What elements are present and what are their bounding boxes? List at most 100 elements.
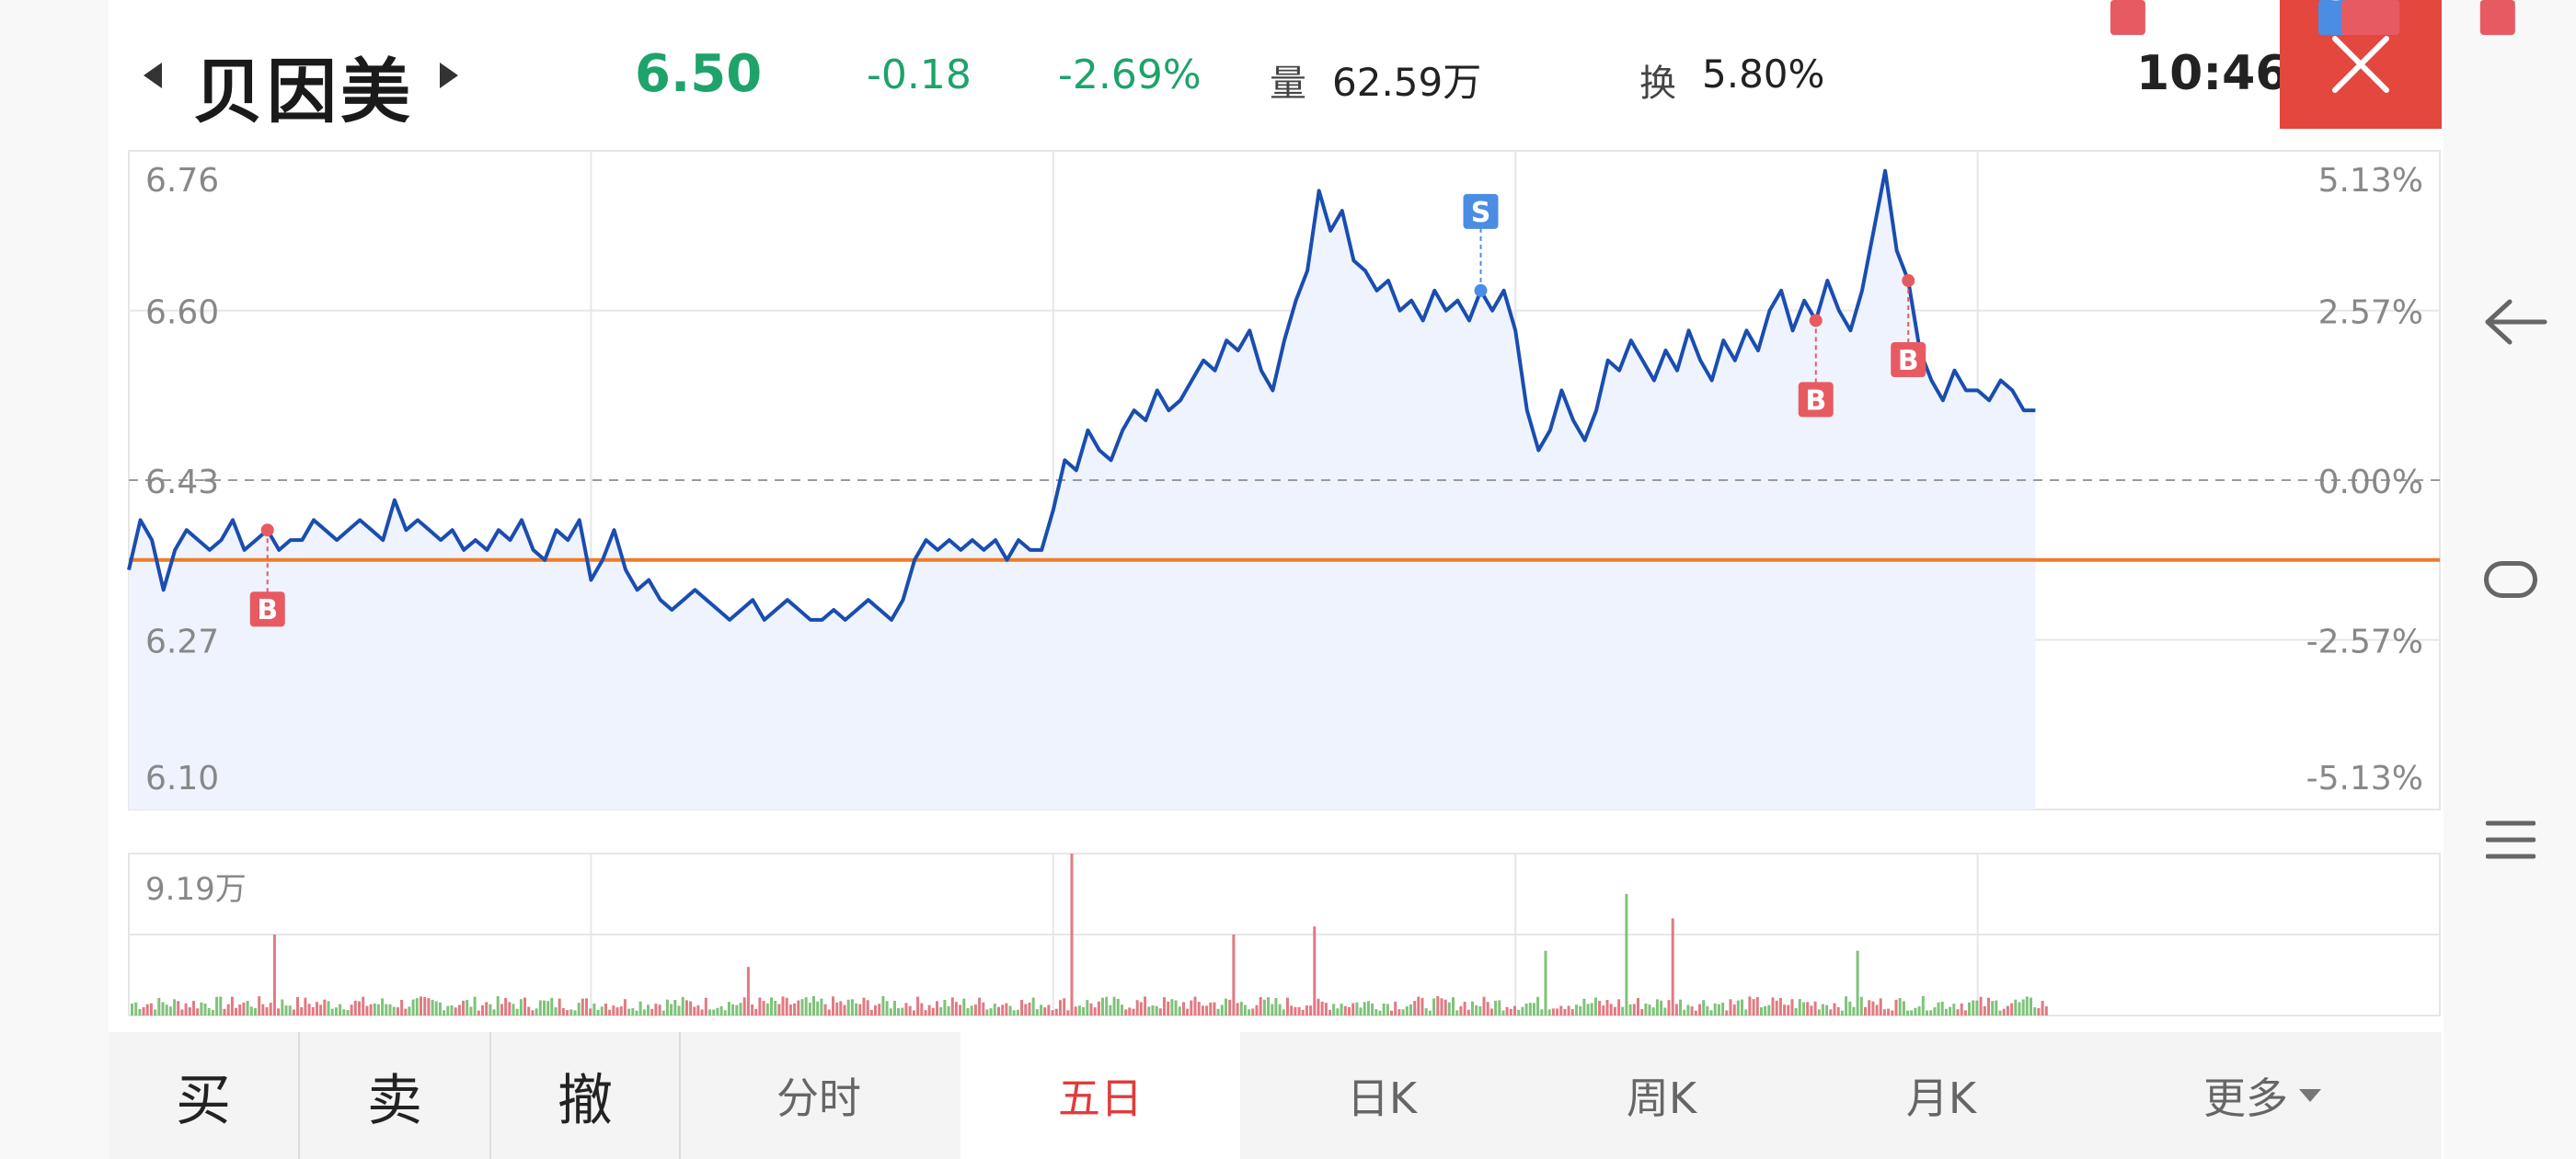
volume-bar	[561, 1008, 565, 1016]
volume-bar	[1933, 1007, 1937, 1016]
volume-bar	[1736, 1000, 1740, 1016]
volume-bar	[319, 1004, 323, 1016]
volume-bar	[138, 1008, 142, 1016]
volume-bar	[1132, 1008, 1135, 1016]
volume-bar	[762, 1001, 765, 1016]
volume-bar	[1135, 1000, 1139, 1016]
tab-monthly-k[interactable]: 月K	[1905, 1073, 1977, 1123]
volume-bar	[885, 1001, 889, 1016]
triangle-right-icon[interactable]	[440, 63, 458, 88]
volume-bar	[1783, 1004, 1787, 1016]
volume-bar	[1690, 1006, 1694, 1016]
buy-marker[interactable]	[2110, 0, 2145, 35]
cancel-order-button[interactable]: 撤	[558, 1068, 613, 1133]
triangle-left-icon[interactable]	[144, 63, 162, 88]
volume-bar	[423, 997, 427, 1016]
divider	[298, 1032, 300, 1159]
volume-bar	[862, 997, 866, 1016]
volume-bar	[1324, 1003, 1328, 1016]
volume-bar	[1305, 1005, 1308, 1016]
y-tick-right: -5.13%	[2306, 760, 2423, 798]
volume-bar	[1848, 1001, 1852, 1016]
tab-intraday[interactable]: 分时	[776, 1073, 861, 1123]
volume-bar	[812, 996, 815, 1016]
volume-bar	[1887, 1008, 1891, 1016]
y-tick-right: -2.57%	[2306, 624, 2423, 661]
volume-bar	[1463, 1002, 1466, 1016]
current-price: 6.50	[635, 44, 763, 104]
buy-marker[interactable]	[1798, 382, 1834, 418]
volume-bar	[1632, 1004, 1636, 1016]
sell-marker[interactable]	[1463, 193, 1499, 229]
volume-bar	[145, 1004, 149, 1016]
volume-bar	[1983, 1005, 1986, 1016]
buy-button[interactable]: 买	[176, 1068, 231, 1133]
volume-bar	[1225, 998, 1227, 1016]
volume-bar	[1517, 1009, 1521, 1016]
arrow-left-icon[interactable]	[2478, 294, 2552, 350]
volume-bar	[858, 1004, 862, 1016]
volume-bar	[477, 1010, 480, 1016]
volume-bar	[519, 999, 523, 1016]
volume-bar	[684, 1000, 688, 1016]
volume-bar	[1251, 1008, 1255, 1016]
volume-bar	[1290, 1005, 1294, 1016]
oval-icon[interactable]	[2484, 561, 2537, 598]
volume-bar	[1748, 996, 1752, 1016]
volume-bar	[1332, 1004, 1336, 1016]
volume-bar	[1655, 999, 1659, 1016]
volume-bar	[1001, 1004, 1005, 1016]
volume-bar	[408, 1006, 411, 1016]
volume-bar	[296, 997, 299, 1016]
volume-bar	[1975, 1000, 1979, 1016]
volume-bar	[1810, 1005, 1813, 1016]
buy-marker[interactable]	[249, 591, 285, 627]
volume-bar	[1898, 998, 1902, 1016]
volume-bar	[2033, 1007, 2037, 1016]
tab-weekly-k[interactable]: 周K	[1626, 1073, 1697, 1123]
volume-bar	[827, 1009, 831, 1016]
marker-dot	[1809, 314, 1823, 327]
volume-bar	[1205, 1005, 1209, 1016]
volume-bar	[1213, 1002, 1216, 1016]
buy-marker[interactable]	[1891, 342, 1926, 378]
volume-bar	[489, 1004, 492, 1016]
marker-dot	[1474, 283, 1488, 297]
volume-bar	[400, 1000, 404, 1016]
volume-bar	[1051, 1010, 1054, 1016]
stock-name[interactable]: 贝因美	[193, 51, 414, 132]
volume-bar	[954, 1002, 958, 1016]
buy-marker[interactable]	[2364, 0, 2400, 35]
volume-bar	[1894, 999, 1898, 1016]
volume-bar	[1829, 1009, 1833, 1016]
sell-button[interactable]: 卖	[367, 1068, 422, 1133]
volume-bar	[1767, 1004, 1771, 1016]
volume-bar	[866, 1000, 869, 1016]
volume-bar	[496, 996, 500, 1016]
volume-bar	[1864, 1006, 1867, 1016]
buy-marker[interactable]	[2479, 0, 2515, 35]
volume-bar	[258, 996, 261, 1016]
volume-bar	[142, 1006, 145, 1016]
menu-icon[interactable]	[2486, 819, 2536, 861]
volume-bar	[1744, 1009, 1748, 1016]
volume-bar	[1031, 997, 1035, 1016]
volume-bar	[1086, 1000, 1089, 1016]
volume-bar	[1371, 1003, 1374, 1016]
volume-bar	[1363, 1002, 1366, 1016]
volume-bar	[1729, 999, 1732, 1016]
volume-bar	[246, 1001, 249, 1016]
volume-bar	[658, 1004, 661, 1016]
volume-bar	[508, 1002, 512, 1016]
volume-bar	[1570, 1009, 1574, 1016]
volume-bar	[1394, 1001, 1397, 1016]
volume-bar	[1147, 1006, 1151, 1016]
volume-bar	[527, 1006, 531, 1016]
volume-bar	[1498, 1000, 1501, 1016]
volume-bar	[1937, 1002, 1940, 1016]
tab-daily-k[interactable]: 日K	[1346, 1073, 1418, 1123]
more-menu-button[interactable]: 更多	[2083, 1032, 2442, 1159]
volume-bar	[373, 1003, 376, 1016]
tab-five-day[interactable]: 五日	[960, 1032, 1240, 1159]
